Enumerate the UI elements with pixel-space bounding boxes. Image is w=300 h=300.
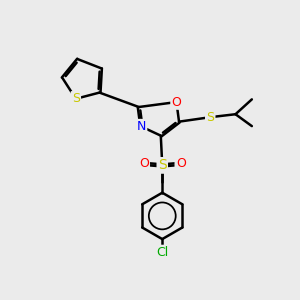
Text: S: S	[206, 111, 214, 124]
Text: O: O	[176, 158, 186, 170]
Text: S: S	[72, 92, 80, 105]
Text: Cl: Cl	[156, 246, 168, 259]
Text: S: S	[158, 158, 167, 172]
Text: O: O	[139, 158, 149, 170]
Text: N: N	[137, 120, 146, 133]
Text: O: O	[172, 96, 182, 109]
